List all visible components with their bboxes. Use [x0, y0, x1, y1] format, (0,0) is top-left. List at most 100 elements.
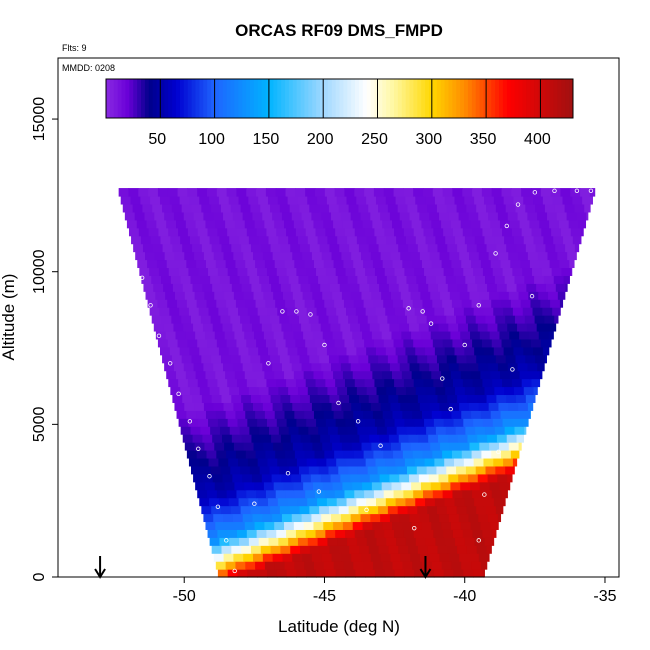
- heatmap-cell: [445, 537, 456, 546]
- heatmap-cell: [201, 505, 212, 515]
- heatmap-cell: [187, 378, 199, 388]
- heatmap-cell: [354, 529, 366, 538]
- heatmap-cell: [387, 465, 398, 475]
- heatmap-cell: [449, 402, 460, 411]
- heatmap-cell: [254, 219, 265, 229]
- heatmap-cell: [443, 418, 455, 427]
- heatmap-cell: [329, 283, 341, 292]
- heatmap-cell: [455, 386, 466, 396]
- heatmap-cell: [456, 505, 468, 515]
- heatmap-cell: [172, 283, 184, 292]
- heatmap-cell: [254, 521, 265, 530]
- heatmap-cell: [470, 370, 481, 380]
- heatmap-cell: [288, 537, 299, 546]
- heatmap-cell: [342, 370, 354, 380]
- heatmap-cell: [480, 410, 492, 419]
- colorbar-segment: [553, 79, 558, 118]
- heatmap-cell: [182, 394, 193, 403]
- colorbar-segment: [288, 79, 294, 118]
- heatmap-cell: [472, 529, 484, 538]
- colorbar-tick-label: 200: [307, 131, 334, 148]
- heatmap-cell: [307, 386, 319, 396]
- heatmap-cell: [530, 188, 542, 197]
- heatmap-cell: [308, 315, 320, 324]
- heatmap-cell: [305, 378, 317, 388]
- heatmap-cell: [334, 489, 346, 499]
- heatmap-cell: [394, 418, 406, 427]
- heatmap-cell: [351, 251, 362, 261]
- heatmap-cell: [321, 553, 333, 562]
- heatmap-cell: [369, 434, 380, 443]
- heatmap-cell: [499, 481, 510, 491]
- heatmap-cell: [497, 323, 508, 332]
- heatmap-cell: [446, 505, 458, 515]
- heatmap-cell: [272, 553, 284, 562]
- heatmap-cell: [356, 195, 367, 205]
- heatmap-cell: [498, 442, 510, 451]
- heatmap-cell: [443, 569, 455, 578]
- heatmap-cell: [256, 338, 267, 348]
- heatmap-cell: [332, 291, 343, 300]
- colorbar-segment: [502, 79, 508, 118]
- heatmap-cell: [200, 465, 212, 475]
- heatmap-cell: [346, 497, 357, 507]
- heatmap-cell: [356, 537, 368, 546]
- heatmap-cell: [289, 203, 301, 213]
- heatmap-cell: [257, 267, 268, 276]
- heatmap-cell: [425, 195, 436, 205]
- heatmap-cell: [297, 497, 308, 507]
- heatmap-cell: [396, 275, 408, 284]
- colorbar-segment: [347, 79, 352, 118]
- heatmap-cell: [516, 283, 527, 292]
- heatmap-cell: [248, 386, 260, 396]
- heatmap-cell: [527, 251, 539, 261]
- heatmap-cell: [376, 386, 387, 396]
- heatmap-cell: [480, 259, 492, 269]
- heatmap-cell: [430, 481, 442, 491]
- heatmap-cell: [444, 497, 456, 507]
- heatmap-cell: [397, 465, 408, 475]
- heatmap-cell: [578, 219, 587, 229]
- heatmap-cell: [202, 323, 214, 332]
- heatmap-cell: [267, 457, 278, 467]
- heatmap-cell: [203, 211, 214, 221]
- heatmap-cell: [232, 473, 243, 483]
- heatmap-cell: [472, 489, 483, 499]
- heatmap-cell: [478, 211, 489, 221]
- heatmap-cell: [268, 497, 279, 507]
- heatmap-cell: [524, 426, 527, 435]
- heatmap-cell: [217, 418, 229, 427]
- colorbar-segment: [366, 79, 372, 118]
- heatmap-cell: [258, 195, 269, 205]
- heatmap-cell: [248, 537, 260, 546]
- heatmap-cell: [419, 251, 431, 261]
- colorbar-segment: [401, 79, 407, 118]
- heatmap-cell: [462, 188, 473, 197]
- heatmap-cell: [478, 362, 489, 372]
- heatmap-cell: [255, 259, 266, 269]
- heatmap-cell: [294, 450, 306, 459]
- heatmap-cell: [330, 473, 341, 483]
- heatmap-cell: [280, 394, 291, 403]
- heatmap-cell: [279, 505, 291, 515]
- colorbar-segment: [141, 79, 146, 118]
- heatmap-cell: [511, 338, 522, 348]
- heatmap-cell: [169, 195, 181, 205]
- heatmap-cell: [435, 386, 446, 396]
- heatmap-cell: [349, 545, 360, 554]
- heatmap-cell: [281, 323, 292, 332]
- heatmap-cell: [164, 211, 175, 221]
- heatmap-cell: [122, 203, 134, 213]
- heatmap-cell: [525, 203, 536, 213]
- colorbar-segment: [253, 79, 259, 118]
- heatmap-cell: [229, 426, 241, 435]
- heatmap-cell: [292, 553, 303, 562]
- heatmap-cell: [309, 354, 320, 364]
- heatmap-cell: [281, 362, 293, 372]
- colorbar-segment: [378, 79, 383, 118]
- heatmap-cell: [159, 195, 171, 205]
- sample-point: [428, 321, 434, 326]
- heatmap-cell: [414, 569, 425, 578]
- heatmap-cell: [276, 569, 288, 578]
- heatmap-cell: [248, 346, 259, 356]
